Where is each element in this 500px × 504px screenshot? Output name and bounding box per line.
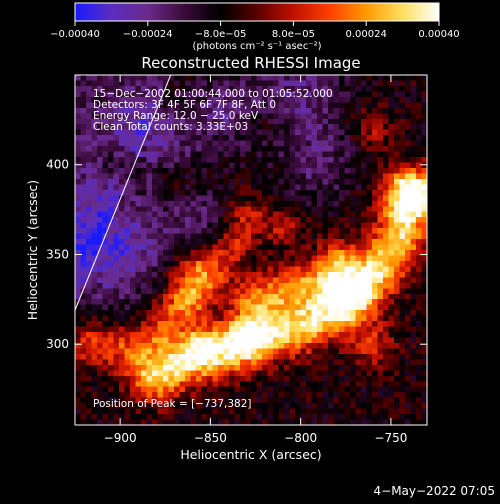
x-axis-ticks: −900 −850 −800 −750 [104, 75, 407, 445]
info-line: Energy Range: 12.0 − 25.0 keV [93, 110, 259, 122]
x-tick-label: −900 [104, 431, 137, 445]
colorbar-ticks: −0.00040 −0.00024 −8.0e−05 8.0e−05 0.00024 0.… [50, 21, 460, 40]
colorbar-tick-label: 0.00040 [418, 29, 459, 40]
info-line: Clean Total counts: 3.33E+03 [93, 121, 248, 133]
render-timestamp: 4−May−2022 07:05 [374, 484, 496, 498]
heatmap-image [75, 75, 427, 425]
solar-limb-line [75, 75, 172, 311]
x-tick-label: −850 [194, 431, 227, 445]
chart-title: Reconstructed RHESSI Image [141, 54, 360, 72]
y-tick-label: 400 [46, 158, 69, 172]
info-text-block: 15−Dec−2002 01:00:44.000 to 01:05:52.000… [93, 88, 333, 133]
y-tick-label: 350 [46, 247, 69, 261]
x-tick-label: −800 [284, 431, 317, 445]
x-tick-label: −750 [374, 431, 407, 445]
colorbar-tick-label: −0.00040 [50, 29, 100, 40]
y-axis-label: Heliocentric Y (arcsec) [25, 180, 40, 320]
colorbar-unit-label: (photons cm⁻² s⁻¹ asec⁻²) [192, 41, 321, 52]
info-line: Detectors: 3F 4F 5F 6F 7F 8F, Att 0 [93, 99, 276, 111]
info-line: 15−Dec−2002 01:00:44.000 to 01:05:52.000 [93, 88, 333, 100]
colorbar-tick-label: 0.00024 [346, 29, 387, 40]
y-axis-ticks: 300 350 400 [46, 158, 427, 351]
colorbar-tick-label: −0.00024 [123, 29, 173, 40]
plot-frame [74, 74, 428, 426]
x-axis-label: Heliocentric X (arcsec) [180, 447, 321, 462]
colorbar-tick-label: −8.0e−05 [195, 29, 247, 40]
colorbar-tick-label: 8.0e−05 [272, 29, 315, 40]
colorbar-gradient [74, 2, 440, 22]
heatmap-raster [75, 75, 427, 425]
colorbar: −0.00040 −0.00024 −8.0e−05 8.0e−05 0.00024 0.… [50, 2, 460, 52]
peak-position-label: Position of Peak = [−737,382] [93, 398, 252, 410]
y-tick-label: 300 [46, 337, 69, 351]
